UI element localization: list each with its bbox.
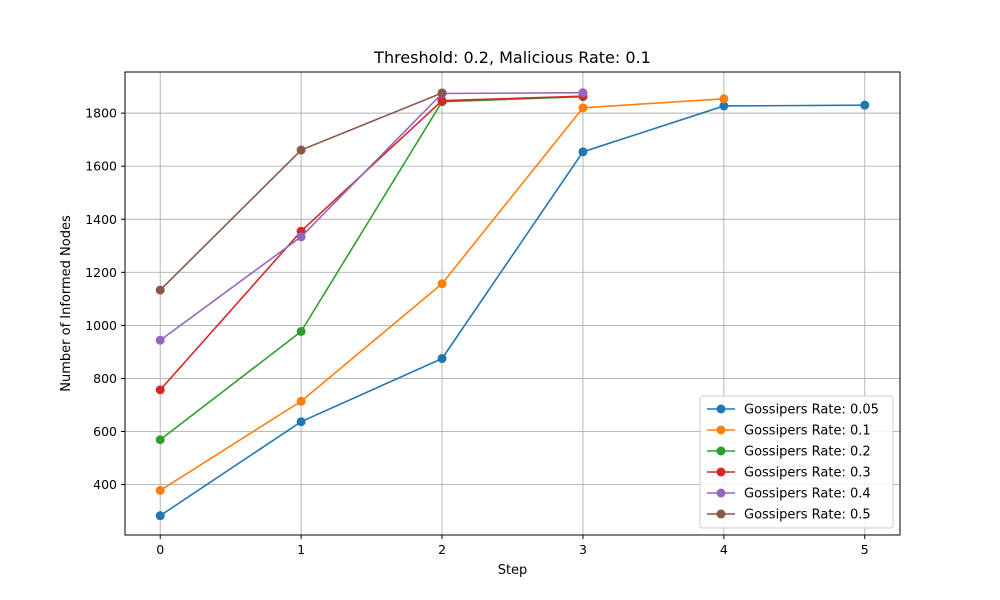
y-tick-label: 400 xyxy=(93,477,117,492)
series-line xyxy=(159,104,865,517)
legend-label: Gossipers Rate: 0.1 xyxy=(744,424,871,439)
plot-frame xyxy=(124,71,901,536)
series-4 xyxy=(155,91,588,395)
data-point xyxy=(155,485,165,495)
data-point xyxy=(296,326,306,336)
y-tick-label: 1000 xyxy=(85,318,117,333)
legend-label: Gossipers Rate: 0.05 xyxy=(744,403,879,418)
chart-title: Threshold: 0.2, Malicious Rate: 0.1 xyxy=(373,48,651,67)
data-point xyxy=(437,354,447,364)
x-tick-label: 4 xyxy=(720,542,728,557)
y-tick-label: 1800 xyxy=(85,106,117,121)
x-tick-label: 5 xyxy=(861,542,869,557)
legend-item: Gossipers Rate: 0.5 xyxy=(707,508,871,523)
y-tick-label: 1400 xyxy=(85,212,117,227)
y-tick-label: 1200 xyxy=(85,265,117,280)
y-tick-label: 600 xyxy=(93,424,117,439)
legend-marker xyxy=(716,467,726,477)
y-tick-label: 800 xyxy=(93,371,117,386)
data-point xyxy=(437,279,447,289)
series-line xyxy=(159,91,583,341)
series-layer xyxy=(155,88,870,521)
legend-item: Gossipers Rate: 0.4 xyxy=(707,487,871,502)
legend-marker xyxy=(716,509,726,519)
series-6 xyxy=(155,88,447,295)
legend-item: Gossipers Rate: 0.1 xyxy=(707,424,871,439)
axis-ticks: 0 1 2 3 4 5 400 600 800 1000 1200 1400 1600 1800 xyxy=(85,106,869,557)
data-point xyxy=(437,88,447,98)
data-point xyxy=(437,96,447,106)
x-axis-label: Step xyxy=(498,563,528,578)
x-tick-label: 3 xyxy=(579,542,587,557)
grid xyxy=(125,72,900,535)
legend-marker xyxy=(716,446,726,456)
legend-item: Gossipers Rate: 0.2 xyxy=(707,445,871,460)
legend: Gossipers Rate: 0.05 Gossipers Rate: 0.1 G… xyxy=(699,395,894,529)
data-point xyxy=(296,396,306,406)
legend-item: Gossipers Rate: 0.3 xyxy=(707,466,871,481)
data-point xyxy=(860,100,870,110)
legend-box xyxy=(699,395,894,529)
series-3 xyxy=(155,92,588,445)
x-tick-label: 2 xyxy=(438,542,446,557)
series-2 xyxy=(155,94,729,495)
data-point xyxy=(578,88,588,98)
legend-label: Gossipers Rate: 0.4 xyxy=(744,487,871,502)
data-point xyxy=(719,101,729,111)
data-point xyxy=(155,435,165,445)
legend-label: Gossipers Rate: 0.2 xyxy=(744,445,871,460)
data-point xyxy=(155,285,165,295)
data-point xyxy=(578,103,588,113)
y-axis-label: Number of Informed Nodes xyxy=(59,215,74,392)
y-tick-label: 1600 xyxy=(85,159,117,174)
data-point xyxy=(719,94,729,104)
data-point xyxy=(296,145,306,155)
series-line xyxy=(159,95,583,441)
data-point xyxy=(296,417,306,427)
data-point xyxy=(578,147,588,157)
data-point xyxy=(155,385,165,395)
series-line xyxy=(159,95,583,391)
legend-label: Gossipers Rate: 0.5 xyxy=(744,508,871,523)
legend-marker xyxy=(716,425,726,435)
x-tick-label: 1 xyxy=(297,542,305,557)
data-point xyxy=(155,335,165,345)
legend-marker xyxy=(716,404,726,414)
legend-marker xyxy=(716,488,726,498)
legend-label: Gossipers Rate: 0.3 xyxy=(744,466,871,481)
data-point xyxy=(155,511,165,521)
x-tick-label: 0 xyxy=(156,542,164,557)
data-point xyxy=(296,232,306,242)
series-1 xyxy=(155,100,870,521)
legend-item: Gossipers Rate: 0.05 xyxy=(707,403,879,418)
